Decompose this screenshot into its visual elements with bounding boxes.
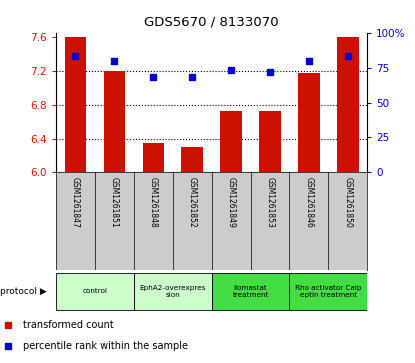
Bar [65, 37, 86, 172]
Text: protocol ▶: protocol ▶ [0, 287, 47, 296]
Text: GSM1261850: GSM1261850 [343, 177, 352, 228]
Text: percentile rank within the sample: percentile rank within the sample [23, 341, 188, 351]
Bar [212, 273, 289, 310]
Text: Rho activator Calp
eptin treatment: Rho activator Calp eptin treatment [295, 285, 361, 298]
Text: GSM1261847: GSM1261847 [71, 177, 80, 228]
Bar [259, 111, 281, 172]
Bar [289, 273, 367, 310]
Text: GSM1261853: GSM1261853 [266, 177, 274, 228]
Bar [56, 273, 134, 310]
Text: GSM1261849: GSM1261849 [227, 177, 236, 228]
Bar [298, 73, 320, 172]
Text: EphA2-overexpres
sion: EphA2-overexpres sion [139, 285, 206, 298]
Text: Ilomastat
treatment: Ilomastat treatment [232, 285, 269, 298]
Text: control: control [83, 288, 107, 294]
Title: GDS5670 / 8133070: GDS5670 / 8133070 [144, 16, 279, 29]
Text: GSM1261846: GSM1261846 [305, 177, 313, 228]
Text: GSM1261852: GSM1261852 [188, 177, 197, 228]
Bar [134, 273, 212, 310]
Bar [337, 37, 359, 172]
Bar [181, 147, 203, 172]
Text: GSM1261848: GSM1261848 [149, 177, 158, 228]
Text: GSM1261851: GSM1261851 [110, 177, 119, 228]
Text: transformed count: transformed count [23, 321, 114, 330]
Bar [143, 143, 164, 172]
Bar [220, 111, 242, 172]
Bar [104, 71, 125, 172]
